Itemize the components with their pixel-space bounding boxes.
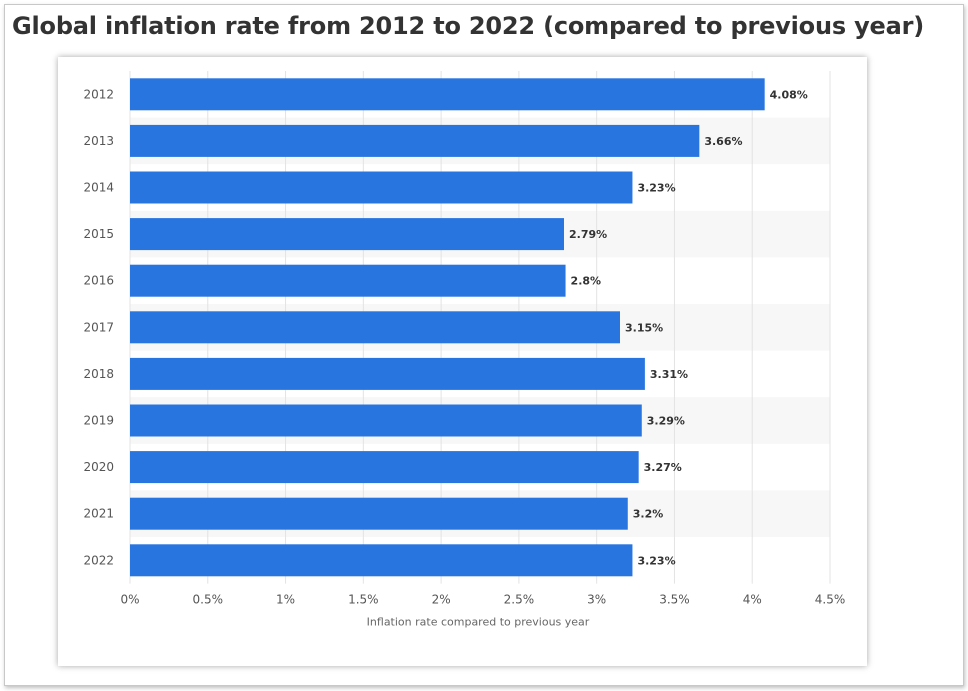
data-label-2016: 2.8% (571, 275, 602, 288)
bar-2014[interactable] (130, 171, 633, 204)
category-label-2014: 2014 (83, 181, 114, 195)
category-label-2013: 2013 (83, 134, 114, 148)
category-label-2018: 2018 (83, 367, 114, 381)
bar-2017[interactable] (130, 311, 620, 344)
x-tick-label: 1.5% (348, 593, 379, 607)
x-tick-label: 1% (276, 593, 295, 607)
bar-2018[interactable] (130, 357, 645, 390)
bar-2019[interactable] (130, 404, 642, 437)
bar-chart: 2012 4.08% 2013 3.66% 2014 3.23% 2015 2.79% 2016… (83, 71, 846, 629)
data-label-2015: 2.79% (569, 228, 607, 241)
category-label-2017: 2017 (83, 320, 114, 334)
x-tick-label: 4.5% (815, 593, 846, 607)
category-label-2015: 2015 (83, 227, 114, 241)
data-label-2022: 3.23% (637, 554, 675, 567)
x-tick-label: 3.5% (659, 593, 690, 607)
data-label-2021: 3.2% (633, 508, 664, 521)
chart-title: Global inflation rate from 2012 to 2022 … (12, 12, 924, 40)
x-axis-title: Inflation rate compared to previous year (367, 616, 590, 629)
data-label-2020: 3.27% (644, 461, 682, 474)
data-label-2014: 3.23% (637, 182, 675, 195)
data-label-2019: 3.29% (647, 415, 685, 428)
chart-card: 2012 4.08% 2013 3.66% 2014 3.23% 2015 2.79% 2016… (58, 57, 867, 666)
category-label-2021: 2021 (83, 507, 114, 521)
x-tick-label: 0% (120, 593, 139, 607)
category-label-2022: 2022 (83, 553, 114, 567)
bar-2015[interactable] (130, 218, 564, 251)
x-tick-label: 2.5% (504, 593, 535, 607)
category-label-2012: 2012 (83, 87, 114, 101)
bar-2020[interactable] (130, 451, 639, 484)
data-label-2012: 4.08% (770, 88, 808, 101)
x-tick-label: 4% (743, 593, 762, 607)
data-label-2018: 3.31% (650, 368, 688, 381)
bar-2016[interactable] (130, 264, 566, 297)
bar-2012[interactable] (130, 78, 765, 111)
bar-2022[interactable] (130, 544, 633, 577)
category-label-2020: 2020 (83, 460, 114, 474)
x-tick-label: 3% (587, 593, 606, 607)
x-tick-label: 2% (432, 593, 451, 607)
data-label-2013: 3.66% (704, 135, 742, 148)
data-label-2017: 3.15% (625, 321, 663, 334)
category-label-2019: 2019 (83, 414, 114, 428)
x-tick-label: 0.5% (193, 593, 224, 607)
category-label-2016: 2016 (83, 274, 114, 288)
bar-2021[interactable] (130, 497, 628, 530)
bar-2013[interactable] (130, 124, 700, 157)
